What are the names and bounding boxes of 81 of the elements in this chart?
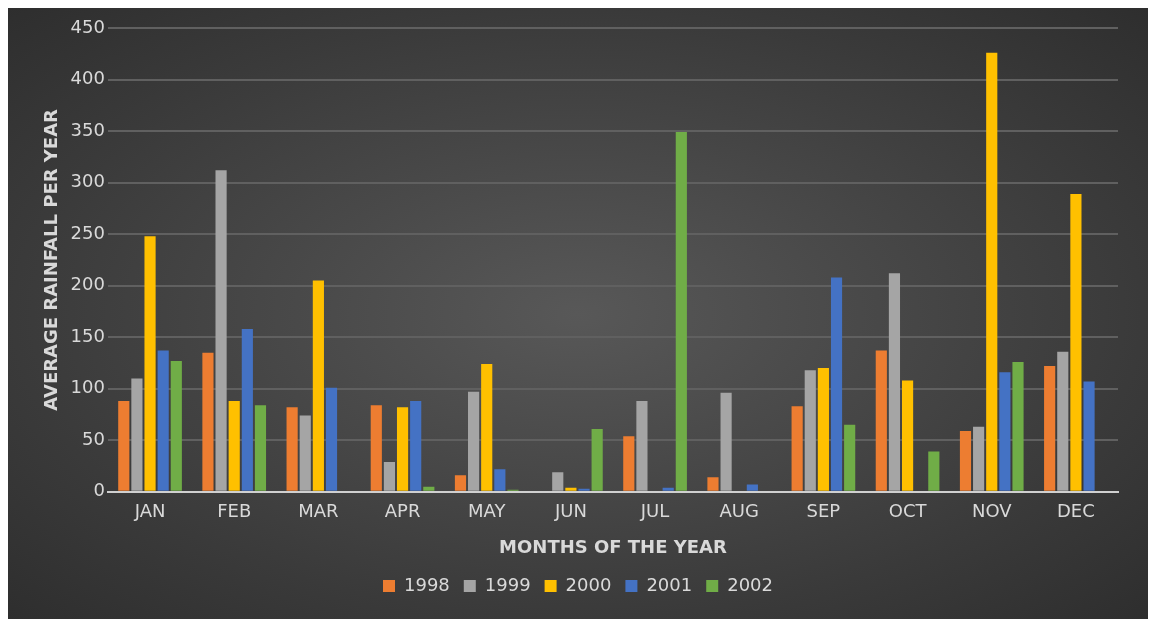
x-tick-label: FEB (217, 500, 252, 522)
bar (662, 487, 674, 491)
bar (1083, 381, 1095, 491)
x-tick-label: APR (384, 500, 421, 522)
y-tick-label: 250 (70, 221, 105, 243)
bar (144, 236, 156, 491)
bar (481, 364, 493, 491)
y-tick-label: 300 (70, 170, 105, 192)
legend-label: 1998 (403, 573, 450, 595)
x-axis-title: MONTHS OF THE YEAR (499, 535, 727, 557)
x-tick-label: JUN (553, 500, 587, 522)
y-tick-label: 350 (70, 118, 105, 140)
bar (454, 475, 467, 491)
bar (901, 380, 914, 491)
x-tick-label: SEP (806, 500, 841, 522)
bar (494, 469, 506, 491)
bar (423, 486, 435, 491)
bar (1070, 193, 1082, 491)
bar (1044, 366, 1056, 491)
bar (202, 352, 214, 491)
bar (804, 370, 816, 491)
bar (370, 405, 382, 491)
x-tick-label: DEC (1057, 500, 1095, 522)
bar (170, 360, 182, 491)
legend-label: 2002 (727, 573, 774, 595)
bar (565, 487, 577, 491)
bar (791, 406, 803, 491)
legend-label: 2000 (565, 573, 612, 595)
bar (383, 461, 395, 491)
bar (286, 407, 298, 491)
x-tick-label: JUL (639, 500, 670, 522)
bar (623, 436, 635, 491)
bar (844, 424, 856, 491)
bar (1057, 351, 1069, 491)
bar (215, 170, 227, 491)
legend-label: 1999 (484, 573, 531, 595)
bar (131, 378, 143, 491)
legend-label: 2001 (646, 573, 693, 595)
y-axis-title: AVERAGE RAINFALL PER YEAR (40, 108, 62, 411)
bar (707, 477, 719, 491)
bar (999, 372, 1011, 491)
y-tick-label: 100 (70, 376, 105, 398)
bar (636, 401, 648, 491)
bar (591, 428, 603, 491)
bar (1012, 361, 1024, 491)
bar (959, 430, 972, 491)
x-tick-label: NOV (971, 500, 1013, 522)
bar (675, 132, 687, 491)
y-tick-label: 200 (70, 273, 105, 295)
bar (817, 368, 829, 491)
bar (228, 401, 240, 491)
bar (325, 387, 338, 491)
x-tick-label: JAN (133, 500, 166, 522)
bar (312, 280, 324, 491)
bar (241, 328, 253, 491)
x-tick-label: OCT (888, 500, 928, 522)
bar (720, 392, 732, 491)
bar (299, 415, 311, 491)
bar (986, 52, 998, 491)
y-tick-label: 150 (70, 324, 105, 346)
bar (254, 405, 267, 491)
x-tick-label: MAR (298, 500, 339, 522)
x-tick-label: MAY (468, 500, 507, 522)
bar (468, 391, 480, 491)
bar (396, 407, 409, 491)
x-tick-label: AUG (719, 500, 759, 522)
y-tick-label: 450 (70, 15, 105, 37)
bar (746, 484, 758, 491)
y-tick-label: 50 (82, 427, 105, 449)
bar (888, 273, 901, 491)
bar (875, 350, 887, 491)
bar (157, 350, 169, 491)
y-tick-label: 400 (70, 67, 105, 89)
bar (118, 401, 130, 491)
bar (578, 488, 590, 491)
y-tick-label: 0 (93, 479, 105, 501)
bar (928, 451, 940, 491)
bar (552, 472, 564, 491)
bar (973, 426, 985, 491)
bar (410, 401, 422, 491)
bar (830, 277, 843, 491)
